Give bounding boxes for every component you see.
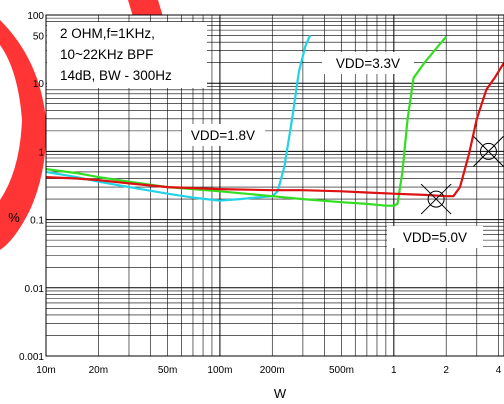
series-layer xyxy=(45,35,504,207)
x-tick-label: 1 xyxy=(391,365,397,376)
series-line-vdd-5-0v xyxy=(45,62,504,198)
x-tick-label: 20m xyxy=(89,365,108,376)
y-tick-label: 0.1 xyxy=(30,216,44,227)
y-tick-labels: 100 50 10 1 0.1 0.01 0.001 xyxy=(19,11,44,363)
condition-line-1: 2 OHM,f=1KHz, xyxy=(60,26,155,41)
x-tick-label: 100m xyxy=(207,365,232,376)
y-tick-label: 50 xyxy=(33,32,45,43)
plot-frame xyxy=(45,14,504,357)
condition-line-3: 14dB, BW - 300Hz xyxy=(60,68,172,83)
x-tick-label: 2 xyxy=(443,365,449,376)
x-tick-label: 10m xyxy=(36,365,55,376)
y-tick-label: 100 xyxy=(27,11,44,22)
x-tick-label: 50m xyxy=(158,365,177,376)
x-tick-label: 500m xyxy=(329,365,354,376)
conditions-box: 2 OHM,f=1KHz, 10~22KHz BPF 14dB, BW - 30… xyxy=(47,22,207,88)
y-tick-label: 0.001 xyxy=(19,352,44,363)
x-tick-labels: 10m 20m 50m 100m 200m 500m 1 2 4 xyxy=(36,365,501,376)
condition-line-2: 10~22KHz BPF xyxy=(60,47,153,62)
circle-x-marker xyxy=(473,136,504,167)
circle-x-marker xyxy=(420,183,452,215)
markers-layer xyxy=(420,136,504,215)
x-axis-label: W xyxy=(274,386,287,401)
svg-text:VDD=1.8V: VDD=1.8V xyxy=(191,128,255,143)
y-tick-label: 1 xyxy=(38,147,44,158)
series-line-vdd-3-3v xyxy=(45,35,448,207)
svg-text:VDD=5.0V: VDD=5.0V xyxy=(403,230,467,245)
x-tick-label: 200m xyxy=(260,365,285,376)
annotation-vdd-1-8: VDD=1.8V xyxy=(182,124,265,146)
x-tick-label: 4 xyxy=(496,365,502,376)
y-tick-label: 10 xyxy=(33,79,45,90)
series-line-vdd-1-8v xyxy=(45,35,312,202)
y-tick-label: 0.01 xyxy=(25,284,45,295)
annotation-vdd-5-0: VDD=5.0V xyxy=(387,226,483,248)
svg-text:VDD=3.3V: VDD=3.3V xyxy=(336,56,400,71)
y-axis-label: % xyxy=(8,210,20,225)
annotation-vdd-3-3: VDD=3.3V xyxy=(322,52,414,74)
